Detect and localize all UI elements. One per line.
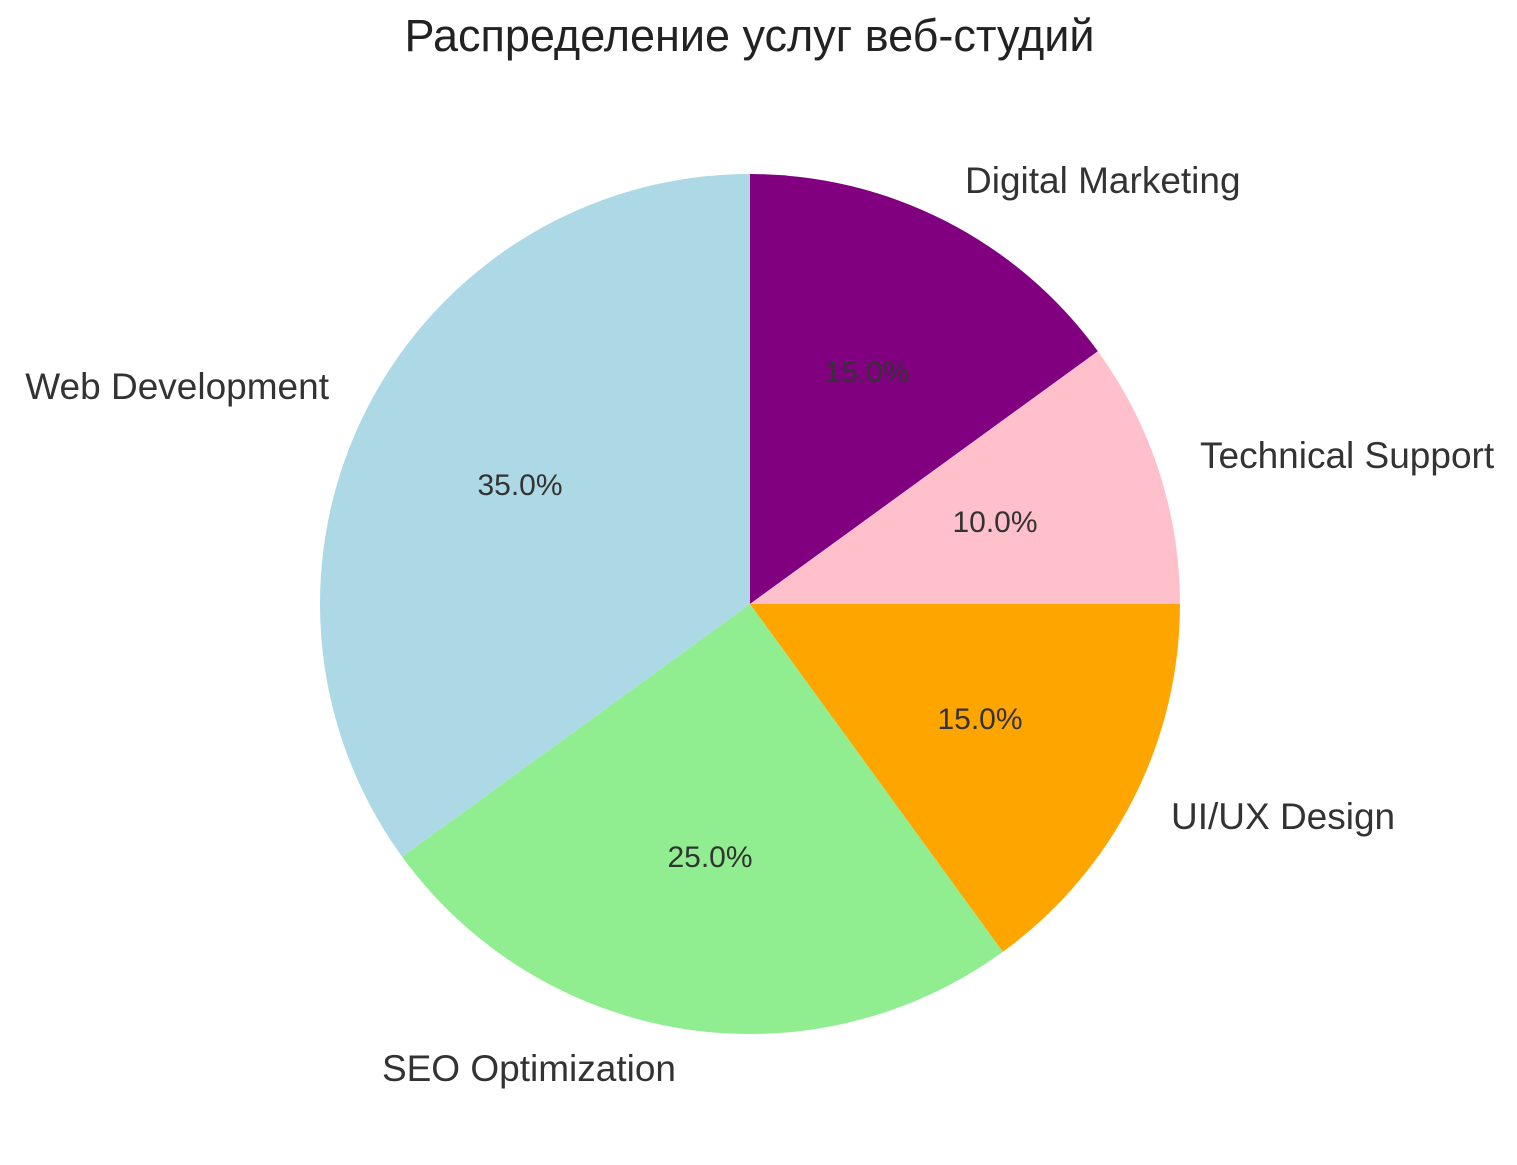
svg-text:15.0%: 15.0% [824, 356, 909, 389]
svg-text:25.0%: 25.0% [667, 841, 752, 874]
svg-text:SEO Optimization: SEO Optimization [382, 1048, 676, 1089]
svg-text:Digital Marketing: Digital Marketing [965, 160, 1241, 201]
svg-text:10.0%: 10.0% [952, 506, 1037, 539]
svg-text:35.0%: 35.0% [477, 469, 562, 502]
svg-text:UI/UX Design: UI/UX Design [1171, 796, 1395, 837]
svg-text:Web Development: Web Development [25, 366, 329, 407]
svg-text:15.0%: 15.0% [937, 703, 1022, 736]
svg-text:Technical Support: Technical Support [1200, 435, 1495, 476]
